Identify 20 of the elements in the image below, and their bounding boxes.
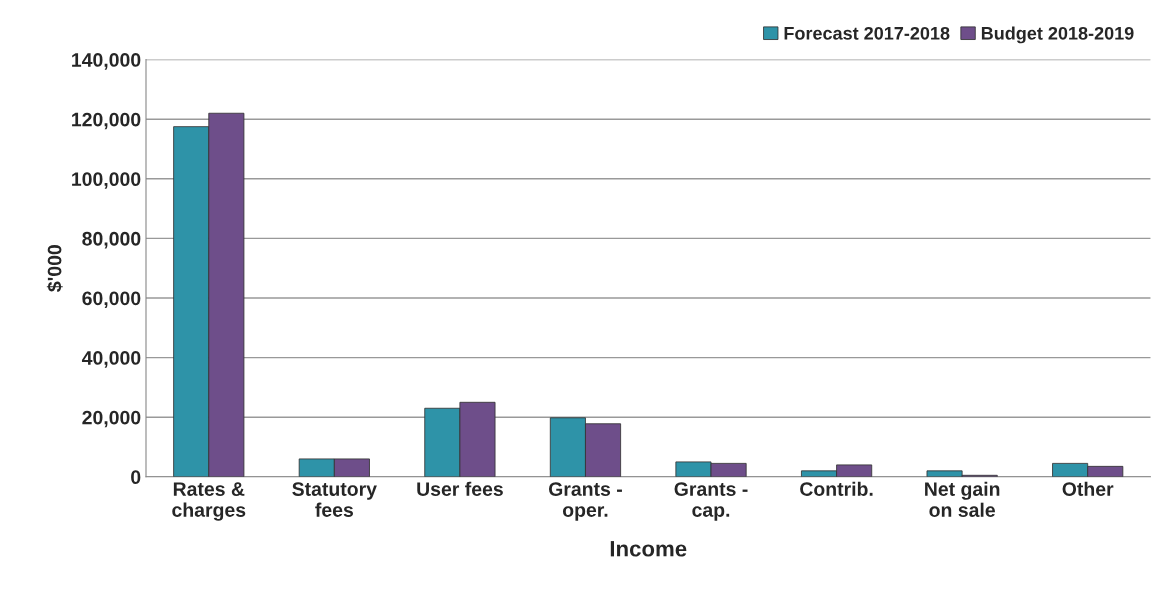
- x-tick-label: Statutory fees: [292, 482, 377, 517]
- legend-label: Budget 2018-2019: [981, 26, 1134, 44]
- legend-label: Forecast 2017-2018: [784, 26, 950, 40]
- x-tick-label: Other: [1062, 481, 1114, 496]
- x-tick-label: User fees: [417, 481, 503, 496]
- y-tick-label: 40,000: [81, 351, 141, 368]
- x-tick-label: Grants - cap.: [674, 482, 748, 521]
- x-tick-label: Net gain on sale: [925, 481, 1000, 517]
- x-axis-title: Income: [610, 541, 687, 557]
- x-tick-label: Grants - oper.: [548, 482, 622, 521]
- x-tick-label: Contrib.: [800, 481, 873, 496]
- y-tick-label: 20,000: [82, 410, 141, 428]
- y-tick-label: 140,000: [72, 53, 141, 70]
- y-tick-label: 60,000: [82, 291, 141, 309]
- y-tick-label: 0: [131, 470, 141, 485]
- y-tick-label: 100,000: [72, 172, 141, 189]
- x-tick-label: Rates & charges: [172, 482, 246, 521]
- y-axis-title: $'000: [46, 245, 63, 292]
- y-tick-label: 120,000: [72, 112, 141, 130]
- y-tick-label: 80,000: [82, 231, 141, 249]
